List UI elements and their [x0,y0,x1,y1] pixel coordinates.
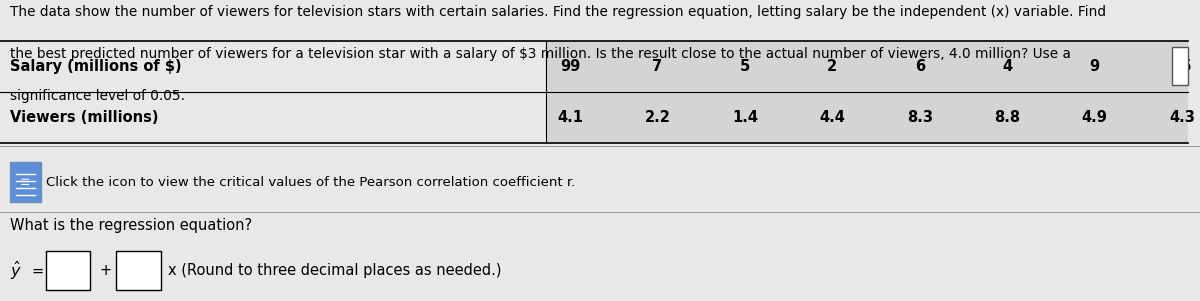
Text: the best predicted number of viewers for a television star with a salary of $3 m: the best predicted number of viewers for… [10,47,1070,61]
Text: 2.2: 2.2 [644,110,671,125]
Text: 4.4: 4.4 [820,110,845,125]
FancyBboxPatch shape [46,251,90,290]
Text: =: = [31,263,43,278]
FancyBboxPatch shape [10,162,41,202]
Text: 9: 9 [1090,59,1099,74]
Text: 1.4: 1.4 [732,110,758,125]
Text: 4.9: 4.9 [1081,110,1108,125]
Text: x (Round to three decimal places as needed.): x (Round to three decimal places as need… [168,263,502,278]
Text: 4: 4 [1002,59,1013,74]
Text: 6: 6 [914,59,925,74]
FancyBboxPatch shape [1172,47,1188,85]
Text: The data show the number of viewers for television stars with certain salaries. : The data show the number of viewers for … [10,5,1105,19]
Text: 99: 99 [560,59,580,74]
Text: ≡: ≡ [20,175,30,189]
FancyBboxPatch shape [116,251,161,290]
Text: Salary (millions of $): Salary (millions of $) [10,59,181,74]
Text: 2: 2 [827,59,838,74]
Text: What is the regression equation?: What is the regression equation? [10,218,252,233]
Text: 8.3: 8.3 [907,110,932,125]
Text: Click the icon to view the critical values of the Pearson correlation coefficien: Click the icon to view the critical valu… [46,175,575,189]
Text: 4.3: 4.3 [1169,110,1195,125]
Text: significance level of 0.05.: significance level of 0.05. [10,89,185,103]
Text: +: + [100,263,112,278]
Text: 8.8: 8.8 [994,110,1020,125]
Text: 7: 7 [653,59,662,74]
Text: $\hat{y}$: $\hat{y}$ [10,260,22,282]
Text: 5: 5 [739,59,750,74]
Text: Viewers (millions): Viewers (millions) [10,110,158,125]
Text: 15: 15 [1171,59,1193,74]
Text: 4.1: 4.1 [557,110,583,125]
FancyBboxPatch shape [546,41,1188,143]
